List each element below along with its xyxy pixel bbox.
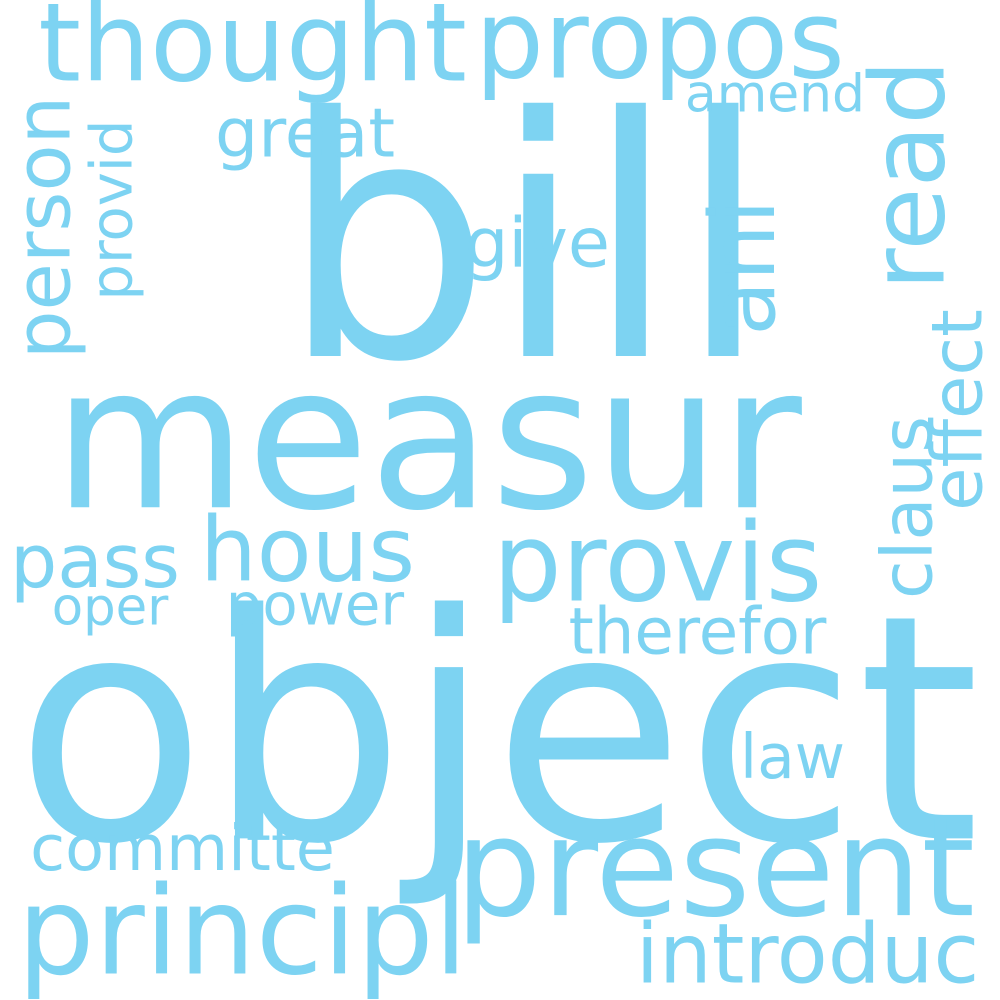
word-pass: pass	[10, 518, 180, 605]
word-great: great	[215, 94, 396, 174]
word-measur: measur	[53, 323, 802, 555]
word-present: present	[455, 789, 976, 949]
word-amend: amend	[684, 64, 866, 125]
word-object: object	[14, 547, 981, 913]
word-principl: principl	[17, 860, 468, 1000]
word-give: give	[465, 204, 610, 284]
word-oper: oper	[51, 577, 169, 638]
word-provid: provid	[77, 119, 146, 301]
word-law: law	[740, 720, 846, 793]
word-bill: bill	[280, 47, 770, 435]
word-power: power	[225, 570, 405, 639]
word-therefor: therefor	[568, 595, 827, 670]
word-thought: thought	[38, 0, 467, 107]
word-effect: effect	[916, 309, 999, 511]
word-person: person	[0, 95, 89, 360]
word-introduc: introduc	[635, 905, 980, 1000]
word-read: read	[849, 59, 969, 291]
word-propos: propos	[475, 0, 845, 104]
word-committe: committe	[30, 812, 335, 887]
word-provis: provis	[492, 499, 823, 627]
word-ani: ani	[692, 199, 797, 336]
word-hous: hous	[200, 498, 416, 603]
